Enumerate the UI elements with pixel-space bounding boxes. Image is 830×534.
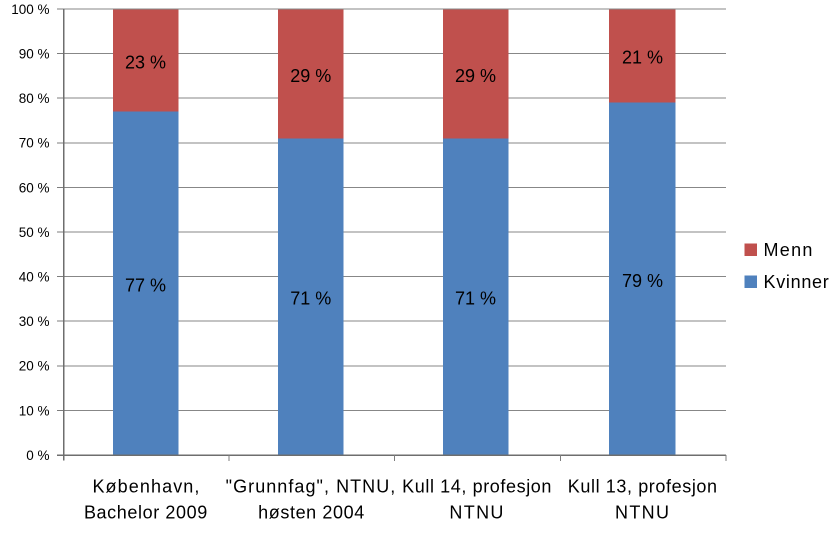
- svg-text:79 %: 79 %: [622, 271, 663, 291]
- svg-text:30 %: 30 %: [19, 314, 50, 329]
- svg-text:Kvinner: Kvinner: [764, 272, 830, 292]
- svg-text:20 %: 20 %: [19, 359, 50, 374]
- svg-text:10 %: 10 %: [19, 403, 50, 418]
- svg-text:21 %: 21 %: [622, 48, 663, 68]
- svg-text:29 %: 29 %: [455, 66, 496, 86]
- svg-text:Bachelor 2009: Bachelor 2009: [84, 502, 208, 522]
- svg-text:60 %: 60 %: [19, 180, 50, 195]
- svg-text:29 %: 29 %: [290, 66, 331, 86]
- svg-text:"Grunnfag", NTNU,: "Grunnfag", NTNU,: [226, 477, 397, 497]
- svg-text:80 %: 80 %: [19, 91, 50, 106]
- svg-text:50 %: 50 %: [19, 225, 50, 240]
- svg-text:NTNU: NTNU: [615, 502, 670, 522]
- svg-text:23 %: 23 %: [125, 53, 166, 73]
- svg-text:71 %: 71 %: [455, 289, 496, 309]
- svg-text:40 %: 40 %: [19, 270, 50, 285]
- svg-text:København,: København,: [92, 477, 200, 497]
- svg-text:71 %: 71 %: [290, 289, 331, 309]
- svg-text:70 %: 70 %: [19, 136, 50, 151]
- svg-text:90 %: 90 %: [19, 47, 50, 62]
- svg-text:høsten 2004: høsten 2004: [258, 502, 365, 522]
- svg-text:100 %: 100 %: [11, 2, 49, 17]
- svg-text:Kull 13, profesjon: Kull 13, profesjon: [568, 477, 718, 497]
- svg-text:Kull 14, profesjon: Kull 14, profesjon: [402, 477, 552, 497]
- svg-text:77 %: 77 %: [125, 276, 166, 296]
- svg-text:Menn: Menn: [764, 240, 814, 260]
- svg-text:0 %: 0 %: [26, 448, 49, 463]
- svg-text:NTNU: NTNU: [449, 502, 504, 522]
